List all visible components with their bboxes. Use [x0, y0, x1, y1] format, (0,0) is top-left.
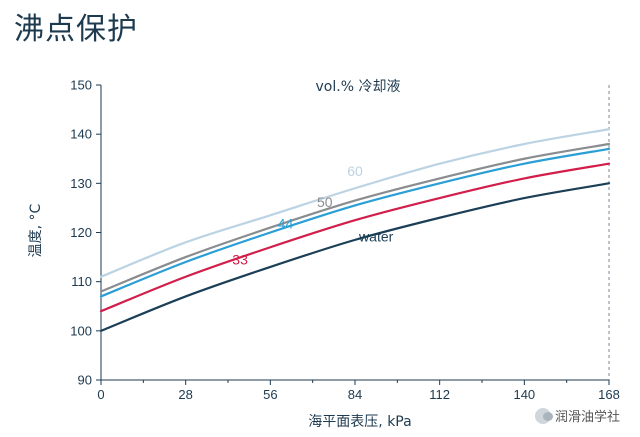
x-axis-label: 海平面表压, kPa — [308, 414, 411, 430]
series-label-50: 50 — [317, 194, 333, 210]
series-lines — [99, 128, 611, 332]
x-tick-label: 56 — [263, 387, 277, 402]
watermark: 润滑油学社 — [534, 406, 620, 425]
x-tick-label: 28 — [178, 387, 192, 402]
x-tick-label: 112 — [429, 387, 450, 402]
series-line-33 — [99, 162, 611, 313]
page-title: 沸点保护 — [14, 12, 138, 47]
x-tick-label: 168 — [598, 387, 620, 402]
y-tick-label: 140 — [70, 127, 92, 142]
series-label-44: 44 — [278, 216, 294, 232]
series-line-60 — [99, 128, 611, 278]
y-axis-label: 温度, °C — [28, 203, 44, 257]
chart-axes — [100, 85, 610, 381]
y-tick-label: 130 — [70, 176, 92, 191]
watermark-text: 润滑油学社 — [554, 410, 620, 425]
y-tick-label: 90 — [78, 373, 92, 388]
y-tick-label: 150 — [70, 78, 92, 93]
y-tick-label: 120 — [70, 225, 92, 240]
wechat-icon — [534, 407, 553, 424]
y-tick-label: 110 — [71, 274, 92, 289]
y-tick-label: 100 — [70, 323, 92, 338]
series-label-33: 33 — [232, 251, 248, 267]
series-line-water — [99, 182, 611, 332]
series-labels: water 33 44 50 60 — [232, 163, 393, 268]
x-tick-label: 0 — [97, 387, 104, 402]
series-label-water: water — [358, 228, 394, 244]
chart-title: vol.% 冷却液 — [316, 79, 401, 95]
series-line-50 — [99, 142, 611, 293]
series-line-44 — [99, 147, 611, 298]
series-label-60: 60 — [347, 163, 363, 179]
y-axis-ticks: 90 100 110 120 130 140 150 — [70, 78, 101, 388]
x-axis-ticks: 0 28 56 84 112 140 168 — [97, 380, 620, 402]
x-tick-label: 84 — [348, 387, 362, 402]
x-tick-label: 140 — [513, 387, 535, 402]
